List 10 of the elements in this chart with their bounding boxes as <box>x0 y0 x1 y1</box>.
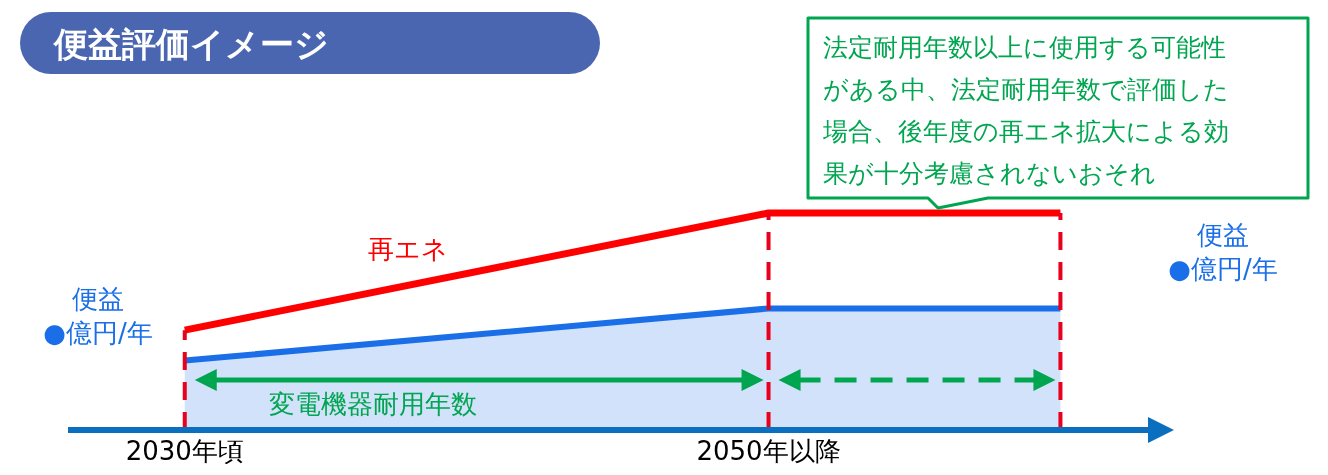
text: 便益 <box>1197 220 1249 250</box>
series-label: 再エネ <box>368 234 448 264</box>
chart-title: 便益評価イメージ <box>53 24 329 64</box>
annotation: 便益 <box>72 284 124 314</box>
x-tick-label: 2050年以降 <box>696 436 841 466</box>
text: ●億円/年 <box>1168 254 1278 284</box>
x-tick-label: 2030年頃 <box>125 436 244 466</box>
text: 法定耐用年数以上に使用する可能性がある中、法定耐用年数で評価した場合、後年度の再エネ拡大による効果が十分考慮されないおそれ <box>822 33 1229 188</box>
annotation: ●億円/年 <box>43 318 153 348</box>
annotation: 変電機器耐用年数 <box>269 389 477 419</box>
